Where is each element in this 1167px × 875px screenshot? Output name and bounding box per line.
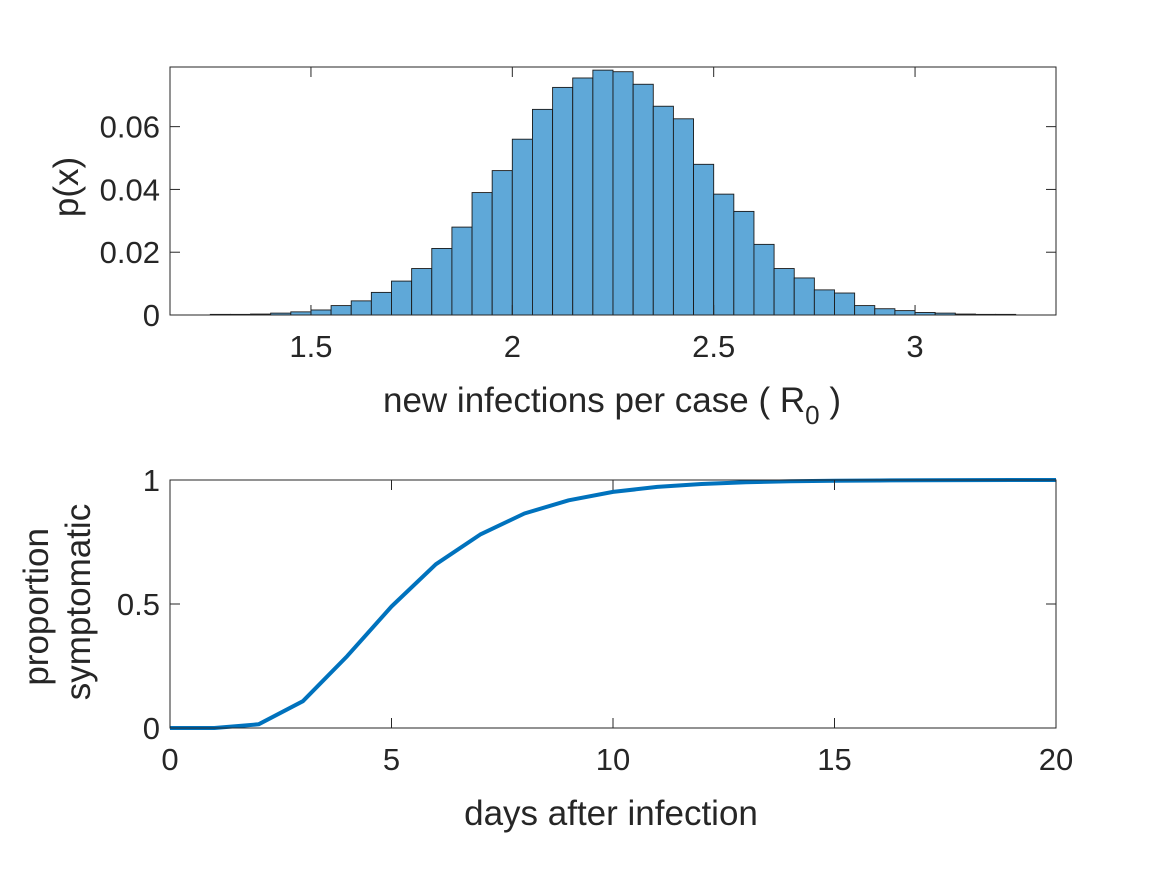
- line-y-tick-label: 0.5: [117, 587, 160, 622]
- histogram-bar: [632, 83, 654, 316]
- histogram-bar: [572, 77, 594, 316]
- histogram-bar: [854, 305, 876, 316]
- y-label-line-2: symptomatic: [59, 504, 98, 700]
- histogram-bar: [451, 226, 473, 316]
- histogram-bar: [753, 243, 775, 316]
- x-label-text: new infections per case (: [383, 381, 770, 420]
- histogram-bar: [612, 71, 634, 316]
- histogram-bar: [491, 170, 513, 316]
- line-axes: 0 5 10 15 20 0 0.5 1 proportion symptomatic day…: [17, 463, 1073, 833]
- histogram-bar: [310, 309, 332, 316]
- histogram-x-tick-label: 2.5: [692, 329, 735, 364]
- histogram-bar: [652, 105, 674, 316]
- x-label-subscript: 0: [805, 400, 819, 430]
- histogram-bar: [552, 86, 574, 316]
- histogram-bar: [773, 268, 795, 316]
- histogram-bars: [209, 69, 1017, 316]
- histogram-bar: [813, 289, 835, 316]
- line-x-axis-label: days after infection: [464, 794, 758, 833]
- x-label-space: [770, 381, 780, 420]
- histogram-bar: [350, 300, 372, 316]
- y-label-line-1: proportion: [17, 528, 56, 686]
- series-line-proportion-symptomatic: [170, 478, 1056, 730]
- line-y-axis-label: proportion symptomatic: [17, 504, 98, 700]
- histogram-bar: [592, 69, 614, 316]
- histogram-bar: [391, 280, 413, 316]
- line-x-tick-label: 20: [1039, 742, 1073, 777]
- line-x-tick-label: 0: [161, 742, 178, 777]
- histogram-ticks: 1.5 2 2.5 3 0 0.02 0.04 0.06: [100, 67, 1056, 364]
- histogram-bar: [793, 277, 815, 316]
- histogram-bar: [330, 305, 352, 316]
- histogram-bar: [370, 291, 392, 316]
- histogram-bar: [411, 268, 433, 316]
- histogram-bar: [713, 193, 735, 316]
- histogram-y-tick-label: 0: [143, 298, 160, 333]
- x-label-suffix: ): [829, 381, 841, 420]
- line-x-tick-label: 10: [596, 742, 630, 777]
- x-label-space-2: [820, 381, 830, 420]
- line-y-tick-label: 1: [143, 463, 160, 498]
- histogram-bar: [532, 108, 554, 316]
- histogram-x-tick-label: 3: [906, 329, 923, 364]
- histogram-bar: [693, 163, 715, 316]
- line-axes-box: [169, 479, 1057, 729]
- histogram-y-axis-label: p(x): [47, 157, 86, 217]
- histogram-x-tick-label: 2: [504, 329, 521, 364]
- histogram-x-axis-label: new infections per case ( R0 ): [383, 381, 841, 430]
- histogram-x-tick-label: 1.5: [289, 329, 332, 364]
- histogram-y-tick-label: 0.06: [100, 110, 160, 145]
- histogram-bar: [471, 192, 493, 316]
- line-x-tick-label: 5: [383, 742, 400, 777]
- histogram-bar: [874, 308, 896, 316]
- histogram-axes-box: [169, 66, 1057, 316]
- histogram-bar: [834, 292, 856, 316]
- histogram-y-tick-label: 0.02: [100, 235, 160, 270]
- line-y-tick-label: 0: [143, 711, 160, 746]
- histogram-bar: [672, 118, 694, 316]
- line-x-tick-label: 15: [817, 742, 851, 777]
- histogram-bar: [511, 138, 533, 316]
- histogram-bar: [733, 210, 755, 316]
- x-label-symbol: R: [780, 381, 805, 420]
- histogram-bar: [431, 247, 453, 316]
- histogram-axes: 1.5 2 2.5 3 0 0.02 0.04 0.06 p(x) new infection…: [47, 66, 1057, 430]
- histogram-y-tick-label: 0.04: [100, 172, 160, 207]
- line-ticks: 0 5 10 15 20 0 0.5 1: [117, 463, 1073, 777]
- histogram-bar: [894, 310, 916, 316]
